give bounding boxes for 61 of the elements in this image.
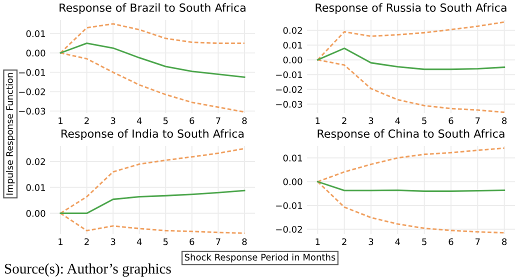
x-tick-label: 7 [216, 238, 220, 246]
x-tick-label: 6 [448, 238, 454, 246]
y-tick-label: 0.00 [283, 178, 302, 186]
x-tick-label: 4 [136, 117, 142, 124]
x-tick-label: 8 [502, 238, 507, 246]
x-tick-label: 8 [242, 117, 247, 124]
x-tick-label: 4 [395, 238, 400, 246]
x-tick-label: 8 [502, 117, 507, 124]
line-series [316, 180, 506, 192]
chart-title: Response of India to South Africa [62, 129, 244, 140]
chart-title: Response of Brazil to South Africa [60, 3, 246, 14]
x-tick-label: 7 [476, 238, 480, 246]
y-tick-label: 0.00 [26, 50, 46, 56]
y-tick-label: 0.01 [26, 30, 45, 38]
y-tick-label: −0.03 [276, 100, 302, 108]
y-tick-label: 0.00 [283, 56, 302, 64]
y-tick-label: −0.01 [276, 71, 302, 78]
x-tick-label: 3 [110, 238, 116, 246]
x-tick-label: 4 [136, 238, 142, 246]
y-tick-label: 0.01 [283, 42, 302, 49]
x-axis-title: Shock Response Period in Months [184, 254, 336, 262]
line-series [60, 190, 246, 214]
x-tick-label: 2 [342, 117, 346, 124]
x-tick-label: 3 [368, 117, 374, 124]
x-tick-label: 2 [84, 117, 89, 124]
x-tick-label: 1 [58, 238, 63, 246]
x-tick-label: 4 [395, 117, 400, 124]
x-tick-label: 7 [476, 117, 480, 124]
x-tick-label: 3 [368, 238, 374, 246]
x-tick-label: 1 [316, 238, 320, 246]
x-tick-label: 6 [190, 117, 194, 124]
x-tick-label: 6 [190, 238, 194, 246]
y-tick-label: 0.00 [26, 210, 46, 217]
x-tick-label: 7 [216, 117, 220, 124]
y-tick-label: −0.02 [276, 226, 302, 233]
y-tick-label: −0.01 [276, 202, 302, 210]
x-tick-label: 5 [422, 238, 426, 246]
y-tick-label: 0.01 [26, 184, 45, 191]
x-tick-label: 2 [342, 238, 346, 246]
x-tick-label: 1 [316, 117, 320, 124]
y-tick-label: −0.02 [276, 86, 302, 93]
y-tick-label: 0.01 [283, 154, 302, 162]
x-tick-label: 5 [422, 117, 426, 124]
x-tick-label: 1 [58, 117, 63, 124]
y-tick-label: 0.02 [283, 27, 302, 34]
x-tick-label: 3 [110, 117, 116, 124]
x-tick-label: 5 [163, 238, 168, 246]
y-tick-label: −0.01 [19, 69, 45, 76]
x-tick-label: 6 [448, 117, 454, 124]
source-note: Source(s): Author’s graphics [4, 263, 171, 277]
line-series [60, 42, 246, 78]
x-tick-label: 2 [84, 238, 89, 246]
y-tick-label: −0.02 [19, 88, 45, 96]
x-tick-label: 5 [163, 117, 168, 124]
y-tick-label: −0.03 [19, 108, 46, 115]
y-tick-label: 0.02 [26, 158, 45, 166]
chart-title: Response of China to South Africa [318, 129, 504, 140]
line-series [316, 48, 506, 70]
y-axis-title: Impulse Response Function [6, 73, 15, 195]
chart-title: Response of Russia to South Africa [316, 3, 506, 14]
x-tick-label: 8 [242, 238, 247, 246]
